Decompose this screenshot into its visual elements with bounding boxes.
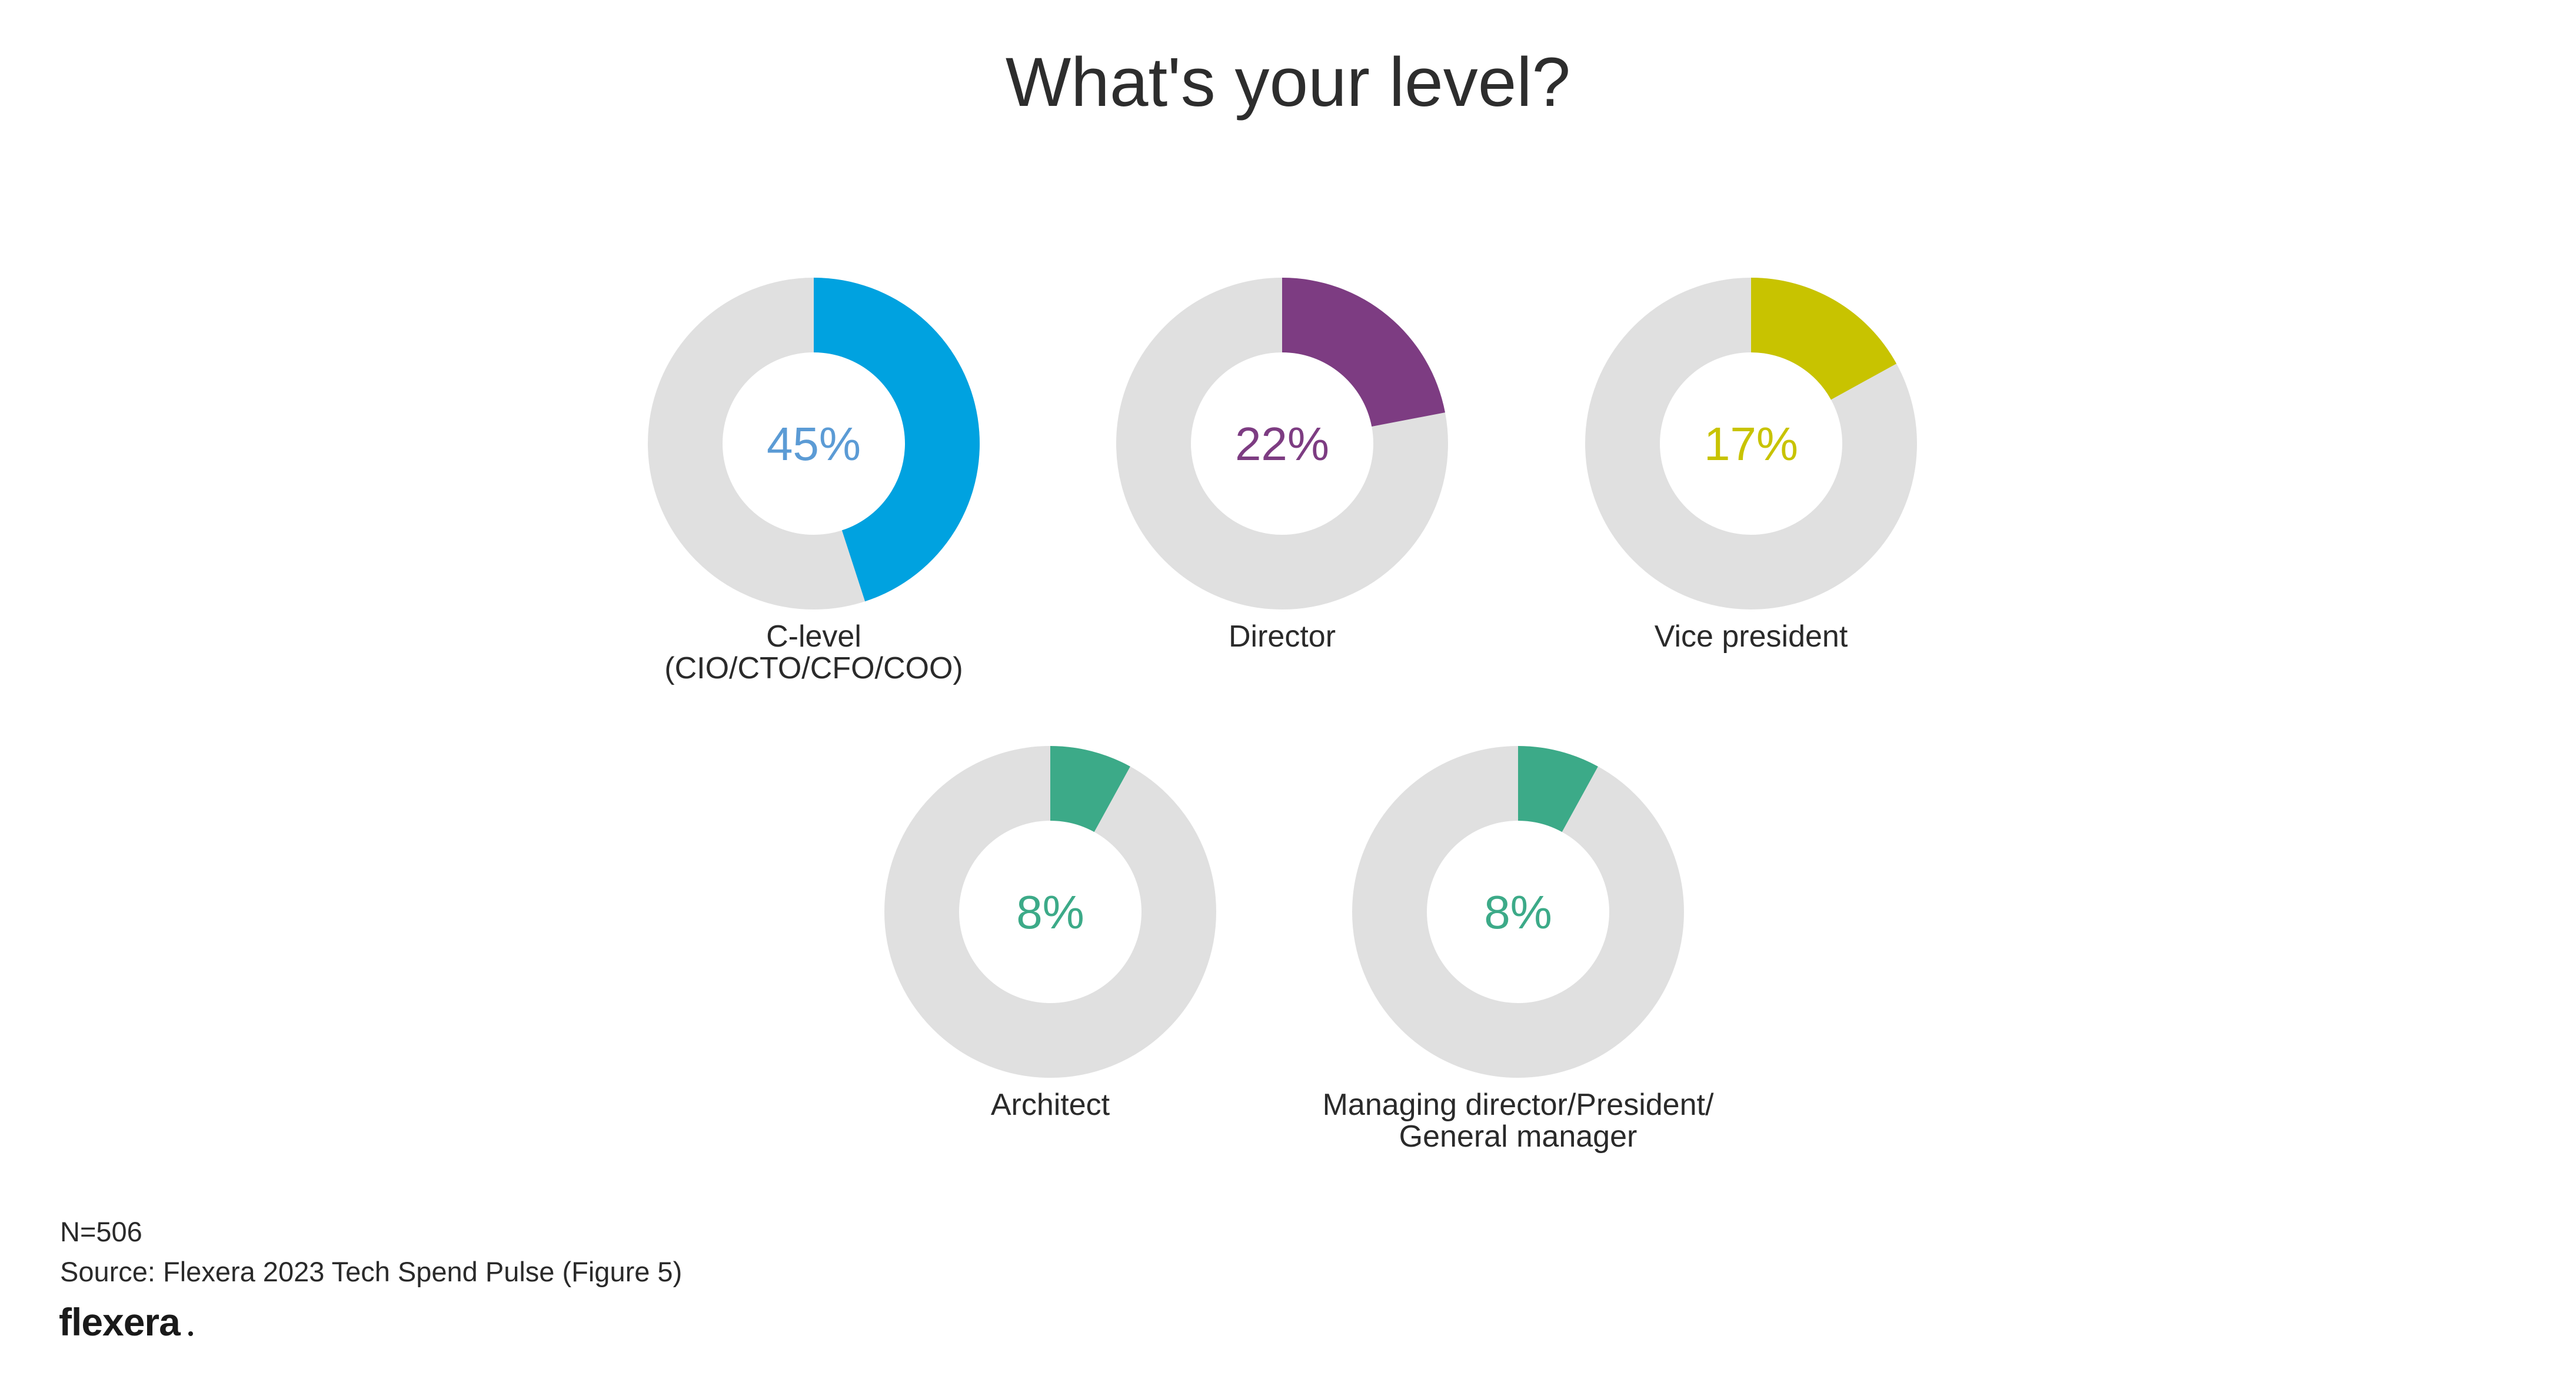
chart-title: What's your level? [1006,44,1570,121]
source-note: Source: Flexera 2023 Tech Spend Pulse (F… [60,1256,682,1287]
donut-value-label: 17% [1704,418,1798,470]
donut-1: 45% C-level(CIO/CTO/CFO/COO) [648,278,980,685]
donut-value-label: 8% [1484,886,1552,938]
donut-2: 22% Director [1116,278,1448,654]
donut-segment [814,278,980,602]
donut-category-label: (CIO/CTO/CFO/COO) [664,651,963,685]
donut-segment [1282,278,1446,427]
donut-value-label: 8% [1016,886,1084,938]
donut-4: 8% Architect [884,746,1216,1122]
donut-category-label: Vice president [1655,619,1848,654]
donut-value-label: 22% [1235,418,1329,470]
donut-category-label: Managing director/President/ [1323,1088,1714,1122]
donut-category-label: General manager [1399,1120,1638,1154]
donut-segment [1050,746,1130,832]
donut-segment [1751,278,1897,400]
donut-charts: 45% C-level(CIO/CTO/CFO/COO) 22% Director 17… [648,278,1917,1154]
donut-5: 8% Managing director/President/General ma… [1323,746,1714,1154]
donut-category-label: Director [1229,619,1336,654]
donut-category-label: C-level [766,619,861,654]
donut-category-label: Architect [991,1088,1110,1122]
logo-dot [188,1331,193,1336]
donut-3: 17% Vice president [1585,278,1917,654]
logo-wordmark: flexera [59,1300,181,1344]
donut-segment [1518,746,1598,832]
flexera-logo: flexera [59,1300,193,1344]
sample-size-note: N=506 [60,1216,142,1247]
donut-value-label: 45% [767,418,861,470]
